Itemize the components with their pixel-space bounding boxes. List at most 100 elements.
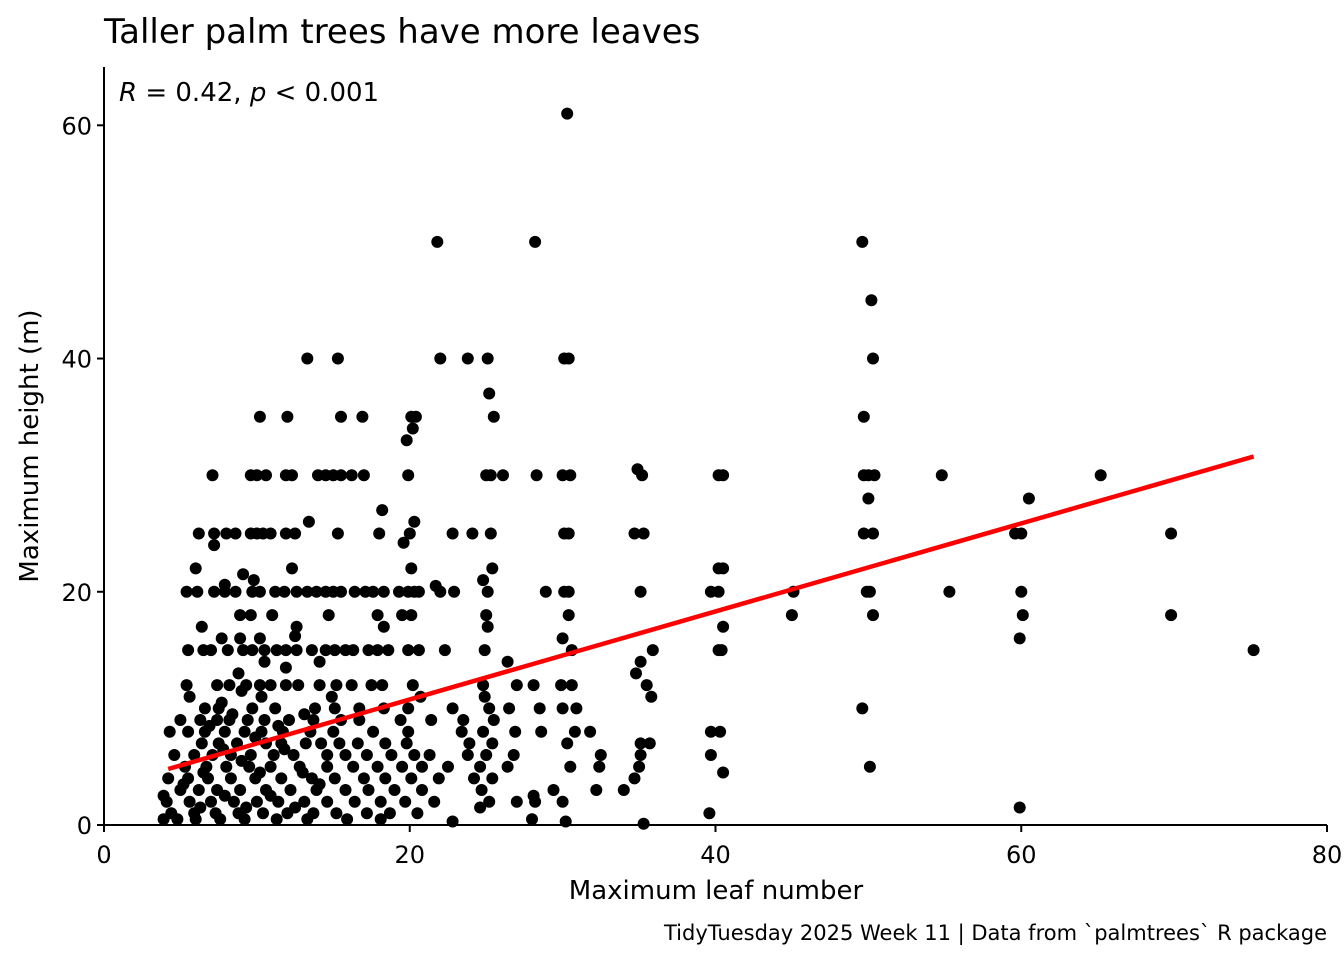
data-point <box>232 667 245 680</box>
data-point <box>244 749 257 761</box>
data-point <box>330 679 343 692</box>
data-point <box>253 679 266 692</box>
x-axis-label: Maximum leaf number <box>569 876 864 906</box>
data-point <box>266 609 279 622</box>
data-point <box>628 527 641 540</box>
data-point <box>535 725 548 738</box>
data-point <box>269 585 282 598</box>
data-point <box>286 469 298 482</box>
data-point <box>321 795 334 808</box>
data-point <box>325 690 338 703</box>
data-point <box>510 795 523 808</box>
data-point <box>412 585 425 598</box>
data-point <box>634 585 647 598</box>
data-point <box>357 469 370 482</box>
data-point <box>704 725 717 738</box>
data-point <box>279 644 292 657</box>
data-point <box>191 585 204 598</box>
data-point <box>301 813 314 826</box>
data-point <box>203 719 216 732</box>
data-point <box>205 795 217 808</box>
data-point <box>279 527 292 540</box>
data-point <box>385 749 398 761</box>
data-point <box>174 714 187 726</box>
data-point <box>278 585 291 598</box>
data-point <box>281 410 294 423</box>
data-point <box>278 743 291 756</box>
data-point <box>253 632 266 645</box>
data-point <box>194 801 207 814</box>
data-point <box>477 574 490 587</box>
x-tick-label: 40 <box>700 841 731 869</box>
data-point <box>481 585 494 598</box>
data-point <box>296 766 309 779</box>
data-point <box>284 784 297 796</box>
data-point <box>253 410 266 423</box>
data-point <box>180 679 193 692</box>
data-point <box>238 813 251 826</box>
data-point <box>633 760 646 773</box>
data-point <box>218 725 231 738</box>
data-point <box>717 469 730 482</box>
data-point <box>717 766 730 779</box>
data-point <box>717 562 730 575</box>
data-point <box>192 527 205 540</box>
data-point <box>218 789 231 802</box>
data-point <box>478 644 491 657</box>
data-point <box>360 749 373 761</box>
data-point <box>238 725 251 738</box>
data-point <box>712 585 725 598</box>
data-point <box>1013 632 1026 645</box>
data-point <box>258 714 271 726</box>
x-tick-label: 0 <box>96 841 111 869</box>
data-point <box>400 434 413 447</box>
data-point <box>301 585 314 598</box>
data-point <box>867 352 879 365</box>
data-point <box>409 410 422 423</box>
data-point <box>220 760 233 773</box>
p-symbol: p <box>249 78 267 108</box>
data-point <box>446 527 459 540</box>
data-point <box>628 772 641 785</box>
data-point <box>717 620 730 633</box>
data-point <box>501 655 514 668</box>
data-point <box>405 609 418 622</box>
y-tick-label: 20 <box>61 579 92 607</box>
data-point <box>244 609 257 622</box>
data-point <box>237 644 250 657</box>
data-point <box>856 235 869 248</box>
data-point <box>393 585 405 598</box>
data-point <box>264 789 277 802</box>
data-point <box>327 725 340 738</box>
data-point <box>399 795 412 808</box>
data-point <box>507 749 520 761</box>
y-tick-label: 60 <box>61 112 92 140</box>
data-point <box>182 644 195 657</box>
data-point <box>461 749 474 761</box>
data-point <box>405 772 418 785</box>
data-point <box>503 702 516 715</box>
data-point <box>1165 609 1178 622</box>
data-point <box>279 661 292 674</box>
data-point <box>867 609 879 622</box>
data-point <box>319 644 332 657</box>
data-point <box>477 679 490 692</box>
data-point <box>264 527 277 540</box>
data-point <box>561 737 574 750</box>
data-point <box>302 515 315 528</box>
data-point <box>163 725 176 738</box>
data-point <box>290 585 303 598</box>
data-point <box>645 690 658 703</box>
data-point <box>547 784 560 796</box>
data-point <box>434 352 447 365</box>
data-point <box>484 469 497 482</box>
data-point <box>177 778 190 791</box>
data-point <box>241 714 254 726</box>
data-point <box>643 737 656 750</box>
data-point <box>640 679 653 692</box>
data-point <box>226 708 239 721</box>
data-point <box>584 725 597 738</box>
data-point <box>246 644 259 657</box>
data-point <box>487 410 500 423</box>
data-point <box>484 527 497 540</box>
